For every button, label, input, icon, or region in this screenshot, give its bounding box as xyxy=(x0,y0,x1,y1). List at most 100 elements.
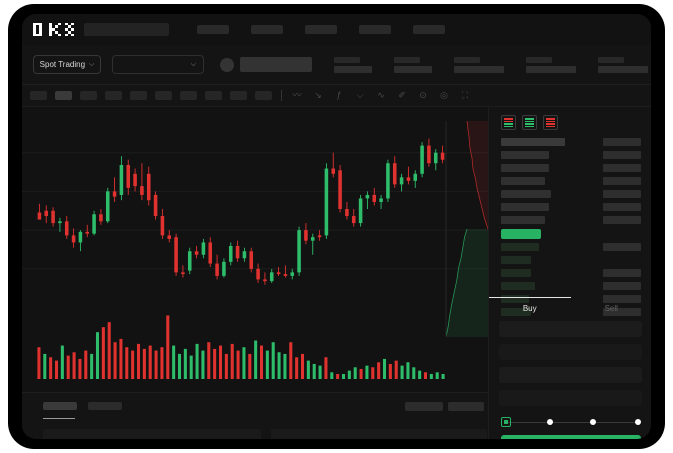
orderbook-mode-group xyxy=(489,107,651,130)
nav-item-2[interactable] xyxy=(251,25,283,34)
bottom-tab-open-orders[interactable] xyxy=(43,402,77,410)
order-form xyxy=(489,321,651,413)
trading-mode-select[interactable]: Spot Trading ⌵ xyxy=(33,55,101,74)
slider-stop-100[interactable] xyxy=(635,419,641,425)
trend-tool-icon[interactable]: ↘ xyxy=(314,90,322,100)
ticker-bar: Spot Trading ⌵ ⌵ xyxy=(22,45,651,85)
orderbook-trade-panel: Buy Sell xyxy=(488,107,651,439)
bottom-action-2[interactable] xyxy=(448,402,484,411)
ask-price xyxy=(603,216,641,224)
nav-item-3[interactable] xyxy=(305,25,337,34)
timeframe-button-5[interactable] xyxy=(130,91,147,100)
orderbook-rows[interactable] xyxy=(489,138,651,318)
orderbook-bid-row[interactable] xyxy=(489,269,651,279)
fullscreen-icon[interactable]: ⛶ xyxy=(461,90,469,100)
orderbook-bid-row[interactable] xyxy=(489,295,651,305)
orderbook-mode-both[interactable] xyxy=(501,115,516,130)
timeframe-group xyxy=(22,91,272,100)
orderbook-ask-row[interactable] xyxy=(489,177,651,187)
tab-buy[interactable]: Buy xyxy=(489,297,571,319)
tool-more-chevron-icon[interactable]: ⌵ xyxy=(356,90,364,100)
timeframe-button-9[interactable] xyxy=(230,91,247,100)
stat-volume-24h-label xyxy=(598,56,624,63)
slider-handle[interactable] xyxy=(501,417,511,427)
stat-high-24h-label xyxy=(454,56,480,63)
orderbook-ask-row[interactable] xyxy=(489,138,651,148)
pair-name-label xyxy=(240,57,312,72)
timeframe-button-4[interactable] xyxy=(105,91,122,100)
fib-tool-icon[interactable]: ƒ xyxy=(336,90,342,100)
orderbook-ask-row[interactable] xyxy=(489,203,651,213)
nav-item-4[interactable] xyxy=(359,25,391,34)
settings-icon[interactable]: ◎ xyxy=(440,90,448,100)
order-amount-field[interactable] xyxy=(499,344,642,360)
nav-item-1[interactable] xyxy=(197,25,229,34)
orderbook-bid-row[interactable] xyxy=(489,243,651,253)
chart-tool-group: 〰 ↘ ƒ ⌵ ∿ ✐ ⊙ ◎ ⛶ xyxy=(282,90,471,102)
orders-content-left xyxy=(43,429,261,439)
bid-price xyxy=(603,269,641,277)
ask-size xyxy=(501,164,549,172)
candlestick-chart-canvas[interactable] xyxy=(22,107,488,392)
order-available-row[interactable] xyxy=(499,390,642,406)
bid-size xyxy=(501,243,539,251)
price-chart[interactable] xyxy=(22,107,488,392)
slider-stop-66[interactable] xyxy=(590,419,597,425)
indicator-icon[interactable]: ∿ xyxy=(377,90,385,100)
ask-price xyxy=(603,203,641,211)
orderbook-ask-row[interactable] xyxy=(489,151,651,161)
orderbook-bid-row[interactable] xyxy=(489,282,651,292)
ask-price xyxy=(603,190,641,198)
ask-price xyxy=(603,151,641,159)
slider-track xyxy=(505,422,637,423)
order-price-field[interactable] xyxy=(499,321,642,337)
orderbook-last-price xyxy=(501,229,541,239)
amount-percent-slider[interactable] xyxy=(501,417,641,428)
bid-price xyxy=(603,243,641,251)
app-screen: Spot Trading ⌵ ⌵ 〰 ↘ ƒ ⌵ ∿ ✐ ⊙ ◎ ⛶ Buy Sell xyxy=(22,14,651,439)
stat-volume-24h-value xyxy=(598,65,648,73)
timeframe-button-8[interactable] xyxy=(205,91,222,100)
orderbook-ask-row[interactable] xyxy=(489,216,651,226)
magnet-icon[interactable]: ⊙ xyxy=(419,90,427,100)
bid-size xyxy=(501,256,531,264)
bid-price xyxy=(603,282,641,290)
bid-size xyxy=(501,269,531,277)
timeframe-button-1[interactable] xyxy=(30,91,47,100)
stat-last-price-value xyxy=(334,65,372,73)
orderbook-mode-bids[interactable] xyxy=(522,115,537,130)
top-navigation-bar xyxy=(22,14,651,45)
timeframe-button-10[interactable] xyxy=(255,91,272,100)
timeframe-button-3[interactable] xyxy=(80,91,97,100)
global-search-input[interactable] xyxy=(84,23,169,36)
pair-select[interactable]: ⌵ xyxy=(112,55,204,74)
pair-avatar xyxy=(220,57,234,72)
tab-sell[interactable]: Sell xyxy=(604,304,618,313)
slider-stop-33[interactable] xyxy=(546,419,553,425)
bottom-tab-order-history[interactable] xyxy=(88,402,122,410)
stat-low-24h-label xyxy=(526,56,552,63)
orderbook-bid-row[interactable] xyxy=(489,308,651,318)
timeframe-button-2[interactable] xyxy=(55,91,72,100)
submit-order-button[interactable] xyxy=(501,435,641,439)
draw-icon[interactable]: ✐ xyxy=(398,90,406,100)
orderbook-ask-row[interactable] xyxy=(489,190,651,200)
stat-change-24h-value xyxy=(394,65,432,73)
ask-size xyxy=(501,190,551,198)
stat-low-24h-value xyxy=(526,65,576,73)
timeframe-button-6[interactable] xyxy=(155,91,172,100)
bid-size xyxy=(501,295,529,303)
line-tool-icon[interactable]: 〰 xyxy=(292,90,302,100)
order-total-field[interactable] xyxy=(499,367,642,383)
ask-price xyxy=(603,164,641,172)
orderbook-ask-row[interactable] xyxy=(489,164,651,174)
timeframe-button-7[interactable] xyxy=(180,91,197,100)
stat-low-24h xyxy=(526,56,576,73)
stat-last-price-label xyxy=(334,56,360,63)
bottom-action-1[interactable] xyxy=(405,402,443,411)
orderbook-bid-row[interactable] xyxy=(489,256,651,266)
orderbook-mode-asks[interactable] xyxy=(543,115,558,130)
nav-links xyxy=(197,25,445,34)
nav-item-5[interactable] xyxy=(413,25,445,34)
okx-logo[interactable] xyxy=(33,22,74,37)
